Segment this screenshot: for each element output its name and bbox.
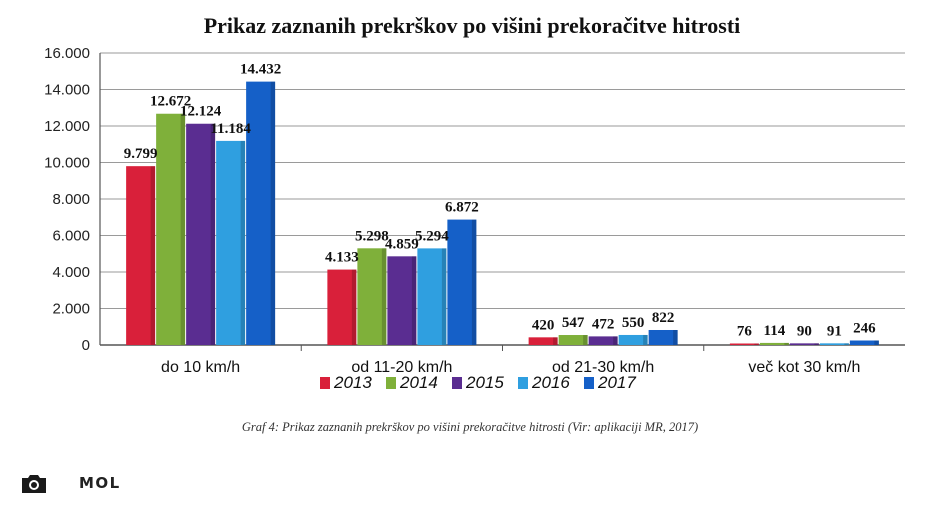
bar-2013-0 [126,166,156,345]
brand-label: MOL [79,474,121,492]
bar-2016-0 [216,140,246,345]
bar-shade [441,248,447,345]
data-label: 4.133 [325,250,359,266]
bar-2014-3 [759,342,789,345]
legend-swatch-2014 [386,377,396,389]
data-label: 822 [652,310,675,326]
bar-2014-0 [156,113,186,346]
bar-2017-0 [246,81,276,345]
bar-shade [814,343,819,345]
bar-2016-2 [618,334,648,345]
bar-2014-2 [558,335,588,345]
bar-2015-1 [387,256,417,345]
bar-shade [240,140,246,345]
data-label: 4.859 [385,236,419,252]
legend-swatch-2017 [584,377,594,389]
data-label: 9.799 [124,146,158,162]
bar-shade [754,343,759,345]
legend-label-2015: 2015 [465,373,504,392]
chart-title: Prikaz zaznanih prekrškov po višini prek… [204,13,741,38]
y-tick-label: 2.000 [52,301,90,318]
bar-shade [784,342,789,345]
bar-2015-0 [186,123,216,345]
data-label: 114 [764,323,786,339]
data-label: 6.872 [445,200,479,216]
y-tick-label: 10.000 [44,155,90,172]
data-label: 547 [562,315,585,331]
data-label: 420 [532,317,555,333]
data-label: 5.298 [355,228,389,244]
y-tick-label: 6.000 [52,228,90,245]
legend-label-2014: 2014 [399,373,438,392]
bar-chart: Prikaz zaznanih prekrškov po višini prek… [44,13,905,392]
data-label: 91 [827,323,842,339]
data-label: 5.294 [415,228,449,244]
bar-shade [844,343,849,345]
chart-figure: Prikaz zaznanih prekrškov po višini prek… [44,13,905,434]
bar-shade [150,166,156,345]
bar-shade [270,81,276,345]
bar-2017-1 [447,219,477,345]
y-tick-label: 14.000 [44,82,90,99]
bar-2013-2 [528,337,558,345]
bar-2016-3 [819,343,849,345]
data-label: 472 [592,316,615,332]
data-label: 550 [622,315,645,331]
y-tick-label: 16.000 [44,45,90,62]
legend-swatch-2013 [320,377,330,389]
camera-icon [22,475,46,493]
data-label: 246 [853,321,876,337]
category-label: več kot 30 km/h [748,359,860,376]
data-label: 12.124 [180,104,222,120]
bar-shade [351,269,357,345]
data-label: 12.672 [150,94,191,110]
category-label: od 11-20 km/h [351,359,452,376]
data-label: 11.184 [210,121,251,137]
bar-2017-2 [648,329,678,345]
data-label: 90 [797,323,812,339]
bar-shade [553,337,558,345]
footer-bar [0,452,940,506]
bar-shade [643,334,648,345]
bar-shade [583,335,588,345]
bar-2014-1 [357,248,387,345]
bar-shade [673,329,678,345]
category-label: od 21-30 km/h [552,359,654,376]
legend-label-2016: 2016 [531,373,570,392]
legend-swatch-2016 [518,377,528,389]
bar-shade [874,340,879,345]
y-tick-label: 4.000 [52,264,90,281]
bar-shade [210,123,216,345]
y-tick-label: 12.000 [44,118,90,135]
y-tick-label: 0 [82,337,90,354]
bar-2015-2 [588,336,618,345]
category-label: do 10 km/h [161,359,240,376]
bar-2017-3 [849,340,879,345]
data-label: 14.432 [240,62,281,78]
legend-label-2013: 2013 [333,373,372,392]
bar-2016-1 [417,248,447,345]
legend-swatch-2015 [452,377,462,389]
bar-2015-3 [789,343,819,345]
bar-shade [180,113,186,346]
bar-shade [471,219,477,345]
bar-shade [613,336,618,345]
bar-2013-3 [729,343,759,345]
figure-caption: Graf 4: Prikaz zaznanih prekrškov po viš… [241,420,699,434]
y-tick-label: 8.000 [52,191,90,208]
bar-shade [411,256,417,345]
legend-label-2017: 2017 [597,373,636,392]
bar-2013-1 [327,269,357,345]
bar-shade [381,248,387,345]
data-label: 76 [737,324,753,340]
